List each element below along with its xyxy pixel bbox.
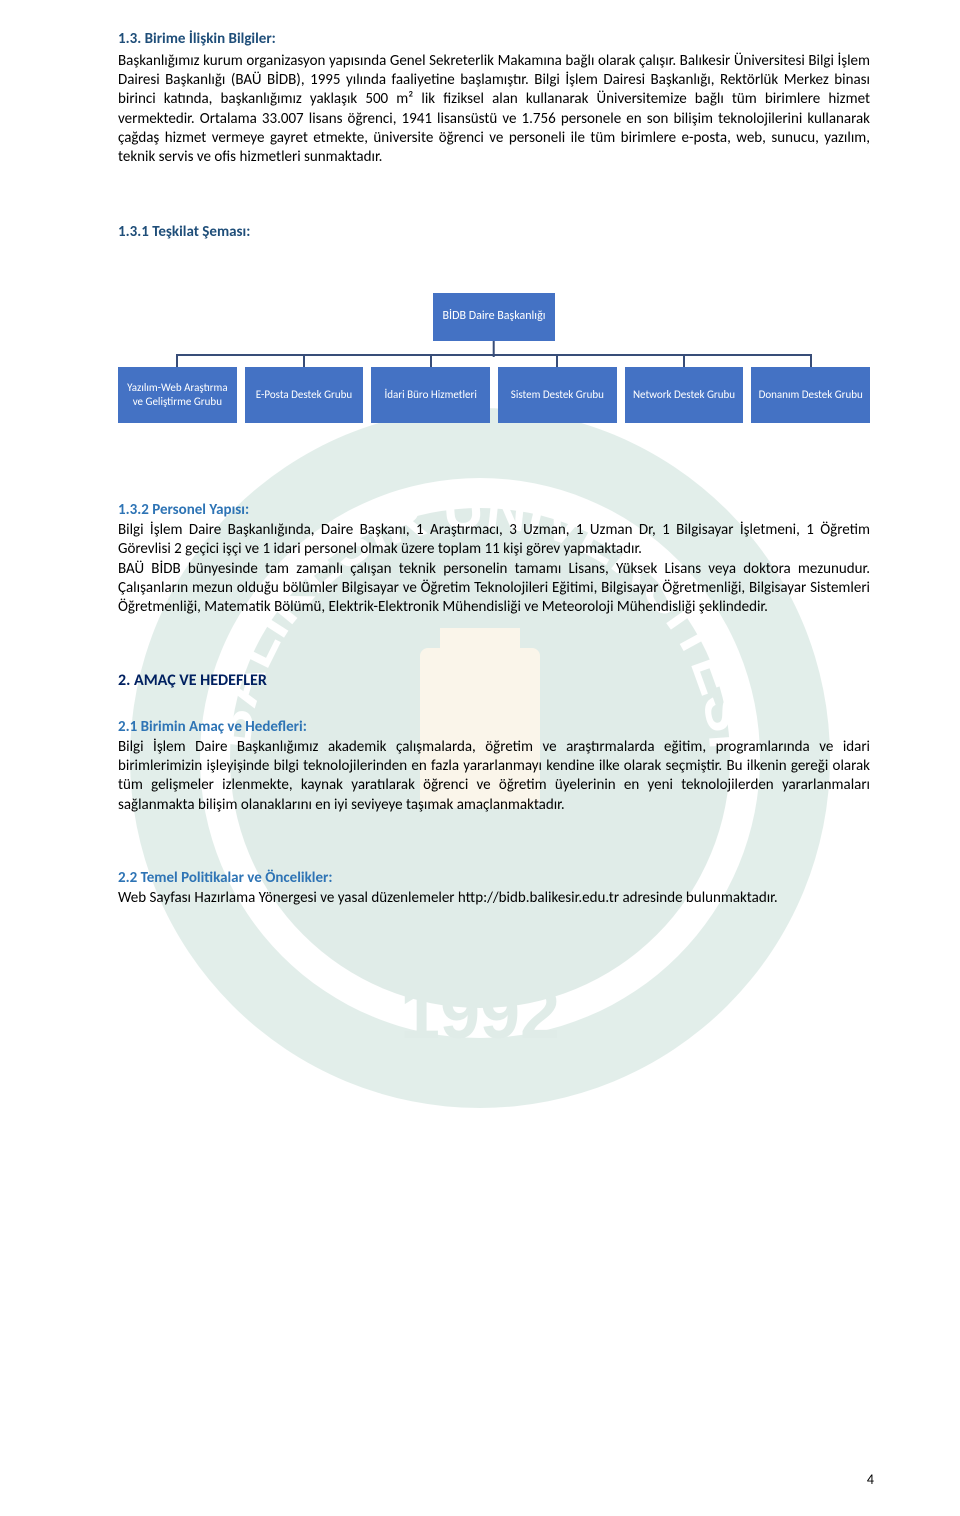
paragraph-1-3: Başkanlığımız kurum organizasyon yapısın… xyxy=(118,52,870,167)
org-drop xyxy=(176,354,178,367)
svg-text:1992: 1992 xyxy=(400,974,560,1054)
org-children-row: Yazılım-Web Araştırma ve Geliştirme Grub… xyxy=(118,367,870,423)
heading-2: 2. AMAÇ VE HEDEFLER xyxy=(118,671,870,690)
org-child-box: Donanım Destek Grubu xyxy=(751,367,870,423)
page-number: 4 xyxy=(867,1471,874,1488)
org-hline xyxy=(176,354,811,356)
org-child-box: E-Posta Destek Grubu xyxy=(245,367,364,423)
paragraph-2-1: Bilgi İşlem Daire Başkanlığımız akademik… xyxy=(118,738,870,815)
org-drop xyxy=(683,354,685,367)
org-drop xyxy=(810,354,812,367)
org-root-box: BİDB Daire Başkanlığı xyxy=(433,293,555,341)
org-drop xyxy=(556,354,558,367)
org-drop xyxy=(430,354,432,367)
heading-1-3-2: 1.3.2 Personel Yapısı: xyxy=(118,501,870,519)
heading-2-1: 2.1 Birimin Amaç ve Hedefleri: xyxy=(118,718,870,736)
org-child-box: Sistem Destek Grubu xyxy=(498,367,617,423)
org-child-box: İdari Büro Hizmetleri xyxy=(371,367,490,423)
paragraph-2-2: Web Sayfası Hazırlama Yönergesi ve yasal… xyxy=(118,889,870,908)
org-child-box: Network Destek Grubu xyxy=(625,367,744,423)
heading-2-2: 2.2 Temel Politikalar ve Öncelikler: xyxy=(118,869,870,887)
paragraph-1-3-2: Bilgi İşlem Daire Başkanlığında, Daire B… xyxy=(118,521,870,617)
org-drop xyxy=(303,354,305,367)
org-chart: BİDB Daire Başkanlığı Yazılım-Web Araştı… xyxy=(118,293,870,423)
heading-1-3: 1.3. Birime İlişkin Bilgiler: xyxy=(118,30,870,48)
heading-1-3-1: 1.3.1 Teşkilat Şeması: xyxy=(118,223,870,241)
org-child-box: Yazılım-Web Araştırma ve Geliştirme Grub… xyxy=(118,367,237,423)
